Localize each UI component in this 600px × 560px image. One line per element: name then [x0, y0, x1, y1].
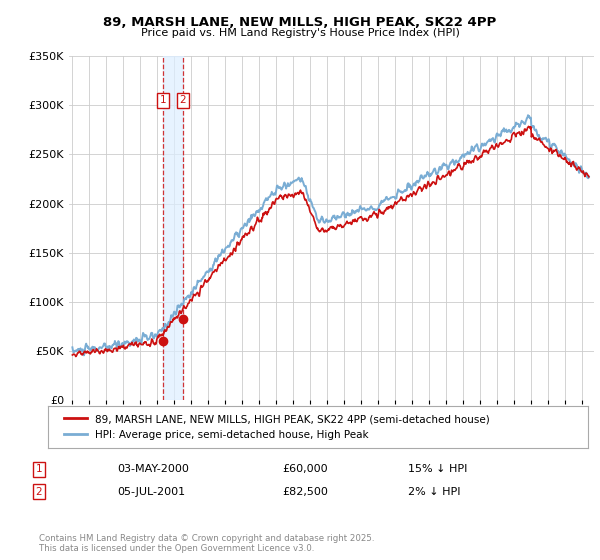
Legend: 89, MARSH LANE, NEW MILLS, HIGH PEAK, SK22 4PP (semi-detached house), HPI: Avera: 89, MARSH LANE, NEW MILLS, HIGH PEAK, SK…: [59, 409, 495, 445]
Text: 03-MAY-2000: 03-MAY-2000: [117, 464, 189, 474]
Text: Price paid vs. HM Land Registry's House Price Index (HPI): Price paid vs. HM Land Registry's House …: [140, 28, 460, 38]
Text: 05-JUL-2001: 05-JUL-2001: [117, 487, 185, 497]
Text: 15% ↓ HPI: 15% ↓ HPI: [408, 464, 467, 474]
Text: 2: 2: [35, 487, 43, 497]
Text: £82,500: £82,500: [282, 487, 328, 497]
Bar: [163, 56, 183, 400]
Text: Contains HM Land Registry data © Crown copyright and database right 2025.
This d: Contains HM Land Registry data © Crown c…: [39, 534, 374, 553]
Text: 1: 1: [35, 464, 43, 474]
Text: 2% ↓ HPI: 2% ↓ HPI: [408, 487, 461, 497]
Text: 1: 1: [160, 95, 166, 105]
Text: 2: 2: [179, 95, 187, 105]
Text: £60,000: £60,000: [282, 464, 328, 474]
Text: 89, MARSH LANE, NEW MILLS, HIGH PEAK, SK22 4PP: 89, MARSH LANE, NEW MILLS, HIGH PEAK, SK…: [103, 16, 497, 29]
